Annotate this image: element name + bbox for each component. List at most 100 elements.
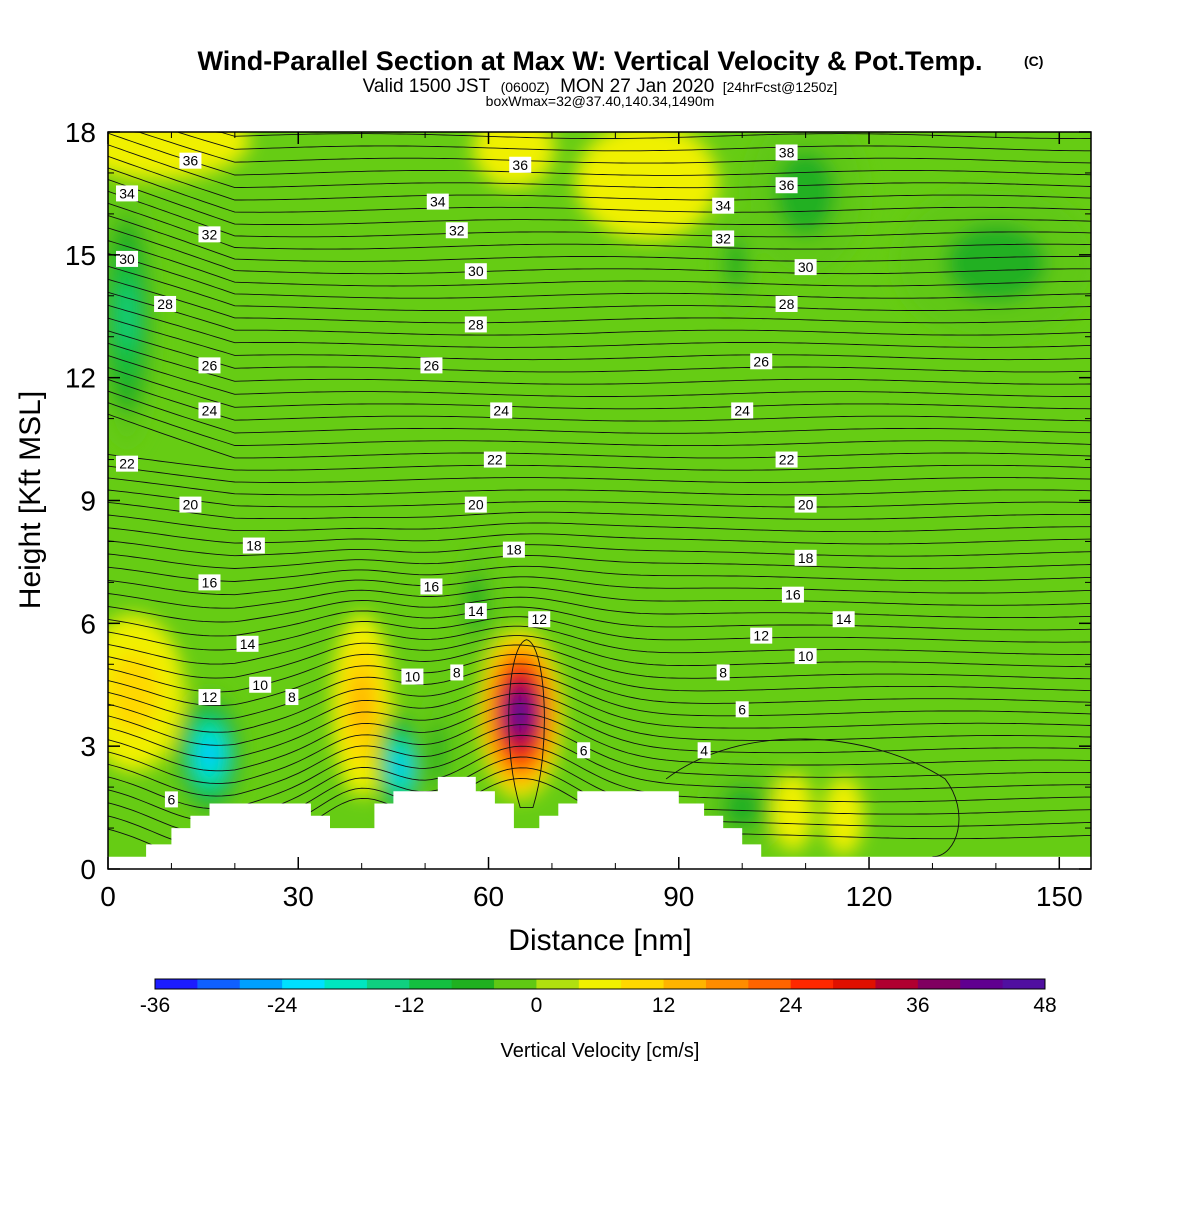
theta-contour-line (108, 215, 1091, 262)
x-tick-label: 120 (846, 881, 893, 912)
theta-contour-line (108, 663, 1091, 720)
theta-contour-line (508, 639, 545, 809)
colorbar-tick-label: 48 (1033, 994, 1056, 1017)
contour-label-box (445, 222, 468, 239)
contour-label-text: 32 (715, 230, 731, 246)
contour-label: 30 (464, 263, 487, 280)
theta-contour-line (108, 527, 1091, 545)
contour-label-box (528, 611, 551, 628)
contour-label-box (464, 496, 487, 513)
theta-contour-line (108, 167, 1091, 213)
contour-label-box (116, 185, 139, 202)
contour-label: 34 (426, 193, 449, 210)
theta-contour-line (108, 402, 1091, 447)
contour-label-box (420, 357, 443, 374)
theta-contour-line (108, 713, 1091, 784)
contour-label-text: 28 (468, 316, 484, 332)
colorbar-swatch (917, 979, 961, 989)
y-tick-label: 18 (65, 117, 96, 148)
theta-contour-line (108, 576, 1091, 596)
contour-label: 16 (781, 586, 804, 603)
contour-label: 26 (420, 357, 443, 374)
contour-label: 10 (401, 668, 424, 685)
contour-label-text: 30 (119, 251, 135, 267)
theta-contour-line (108, 477, 1091, 496)
x-axis-ticks: 0 30 60 90 120 150 (100, 132, 1083, 912)
theta-contour-line (108, 673, 1091, 733)
x-tick-label: 0 (100, 881, 116, 912)
theta-contour-line (108, 724, 1091, 797)
contour-label-box (781, 586, 804, 603)
contour-label-box (464, 603, 487, 620)
contour-label-box (712, 197, 735, 214)
contour-label: 4 (697, 742, 711, 759)
contour-label: 34 (116, 185, 139, 202)
contour-label-text: 4 (700, 742, 708, 758)
contour-label-box (483, 451, 506, 468)
contour-label-box (464, 316, 487, 333)
theta-contour-line (108, 453, 1091, 471)
contour-label-text: 36 (512, 157, 528, 173)
contour-label: 28 (464, 316, 487, 333)
contour-label: 20 (794, 496, 817, 513)
theta-contour-line (108, 692, 1091, 759)
theta-contour-line (108, 155, 1091, 201)
contour-label-text: 38 (779, 144, 795, 160)
contour-label-text: 12 (202, 689, 218, 705)
theta-contour-line (108, 202, 1091, 250)
contour-label: 16 (420, 578, 443, 595)
contour-label-text: 10 (405, 669, 421, 685)
contour-label: 10 (794, 648, 817, 665)
contour-label: 22 (116, 455, 139, 472)
contour-label: 24 (731, 402, 754, 419)
contour-label-text: 14 (836, 611, 852, 627)
contour-label-text: 34 (119, 185, 135, 201)
x-tick-label: 60 (473, 881, 504, 912)
w-cell (576, 132, 719, 241)
contour-label: 12 (198, 689, 221, 706)
contour-label-text: 36 (183, 153, 199, 169)
contour-label-box (794, 496, 817, 513)
contour-label-box (794, 648, 817, 665)
contour-label: 6 (735, 701, 749, 718)
colorbar-swatch (578, 979, 622, 989)
theta-contour-line (108, 291, 1091, 336)
contour-label-text: 26 (424, 357, 440, 373)
colorbar-tick-label: -36 (140, 994, 170, 1017)
contour-label-box (490, 402, 513, 419)
colorbar-tick-label: 24 (779, 994, 803, 1017)
chart-subtitle-2: boxWmax=32@37.40,140.34,1490m (486, 93, 715, 109)
theta-contour-line (108, 304, 1091, 348)
theta-contour-line (108, 240, 1091, 287)
chart-title: Wind-Parallel Section at Max W: Vertical… (198, 46, 983, 76)
colorbar-swatch (494, 979, 537, 989)
y-axis-label: Height [Kft MSL] (14, 391, 47, 609)
contour-label-box (750, 353, 773, 370)
colorbar-swatch (197, 979, 241, 989)
colorbar-swatch (324, 979, 368, 989)
contour-label: 38 (775, 144, 798, 161)
contour-label-box (832, 611, 855, 628)
w-cell-level (396, 758, 404, 776)
colorbar-tick-label: 12 (652, 994, 675, 1017)
contour-label-text: 16 (785, 587, 801, 603)
contour-label-box (775, 451, 798, 468)
contour-label-box (794, 549, 817, 566)
colorbar-swatch (833, 979, 876, 989)
contour-label-text: 24 (202, 402, 218, 418)
contour-label: 32 (198, 226, 221, 243)
contour-label-text: 10 (252, 677, 268, 693)
colorbar-tick-label: -24 (267, 994, 298, 1017)
contour-label-box (735, 701, 749, 718)
contour-label-box (285, 689, 299, 706)
contour-label-text: 34 (430, 194, 446, 210)
x-tick-label: 150 (1036, 881, 1083, 912)
contour-label: 10 (249, 676, 272, 693)
contour-label: 26 (198, 357, 221, 374)
theta-contour-line (108, 342, 1091, 385)
contour-label-text: 32 (202, 226, 218, 242)
contour-label: 6 (577, 742, 591, 759)
theta-contour-line (108, 179, 1091, 225)
contour-label-text: 26 (202, 357, 218, 373)
w-cell-level (351, 674, 372, 736)
